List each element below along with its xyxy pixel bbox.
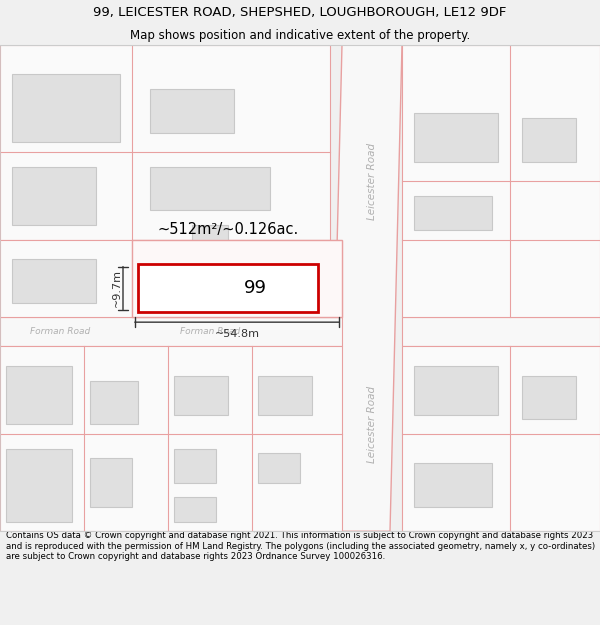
- Bar: [522, 376, 576, 419]
- Text: Leicester Road: Leicester Road: [367, 142, 377, 220]
- Bar: [6, 449, 72, 521]
- Bar: [174, 498, 216, 521]
- Bar: [174, 449, 216, 482]
- Polygon shape: [0, 346, 342, 531]
- Polygon shape: [0, 45, 330, 239]
- Bar: [150, 89, 234, 132]
- Bar: [132, 239, 342, 318]
- Text: Map shows position and indicative extent of the property.: Map shows position and indicative extent…: [130, 29, 470, 42]
- Text: 99, LEICESTER ROAD, SHEPSHED, LOUGHBOROUGH, LE12 9DF: 99, LEICESTER ROAD, SHEPSHED, LOUGHBOROU…: [94, 6, 506, 19]
- Bar: [12, 259, 96, 302]
- Bar: [150, 166, 270, 211]
- Bar: [258, 376, 312, 414]
- Bar: [6, 366, 72, 424]
- Bar: [522, 118, 576, 162]
- Text: ~54.8m: ~54.8m: [215, 329, 260, 339]
- Bar: [192, 225, 228, 244]
- Text: Contains OS data © Crown copyright and database right 2021. This information is : Contains OS data © Crown copyright and d…: [6, 531, 595, 561]
- Polygon shape: [402, 318, 600, 346]
- Bar: [12, 74, 120, 142]
- Bar: [414, 113, 498, 162]
- Polygon shape: [0, 239, 342, 318]
- Text: 99: 99: [244, 279, 266, 297]
- Text: ~9.7m: ~9.7m: [112, 269, 122, 307]
- Bar: [12, 166, 96, 225]
- Bar: [138, 264, 318, 312]
- Polygon shape: [402, 346, 600, 531]
- Text: Forman Road: Forman Road: [30, 328, 90, 336]
- Bar: [90, 381, 138, 424]
- Bar: [414, 196, 492, 230]
- Bar: [414, 366, 498, 414]
- Bar: [258, 454, 300, 482]
- Polygon shape: [402, 45, 600, 318]
- Polygon shape: [330, 45, 402, 531]
- Polygon shape: [0, 318, 342, 346]
- Text: Leicester Road: Leicester Road: [367, 386, 377, 463]
- Text: Forman Road: Forman Road: [180, 328, 240, 336]
- Bar: [90, 458, 132, 507]
- Text: ~512m²/~0.126ac.: ~512m²/~0.126ac.: [157, 222, 299, 238]
- Bar: [174, 376, 228, 414]
- Bar: [414, 463, 492, 507]
